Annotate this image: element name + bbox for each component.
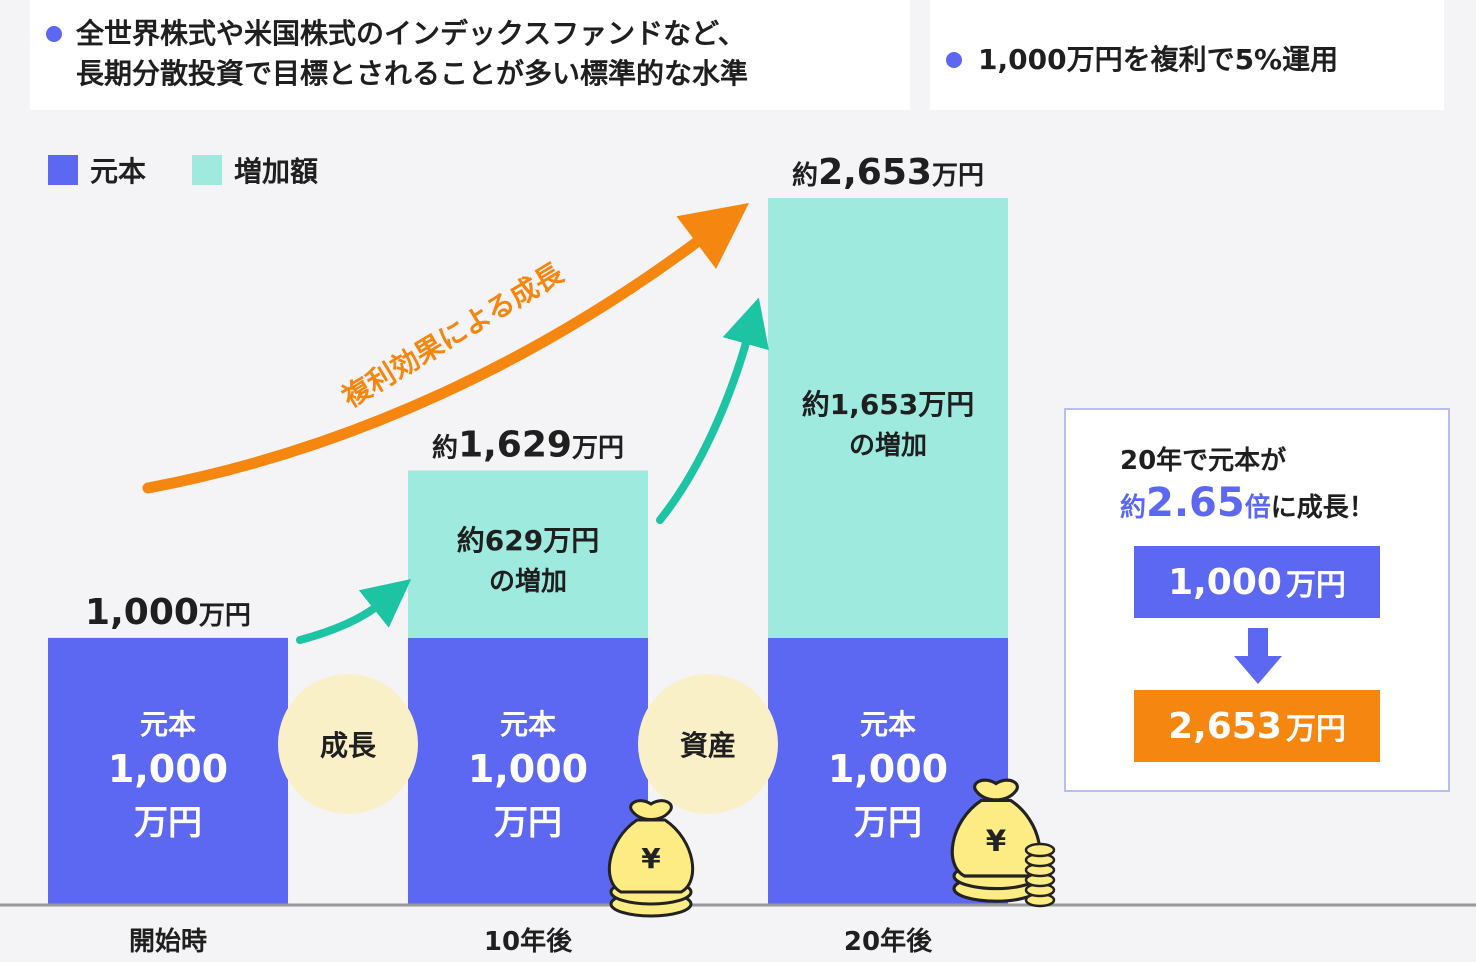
note-bullet-icon xyxy=(946,52,962,68)
principal-label-line1: 元本 xyxy=(140,708,196,741)
summary-line2: 約2.65倍に成長！ xyxy=(1120,480,1375,526)
summary-to-box: 2,653 万円 xyxy=(1134,690,1380,762)
note-bullet-icon xyxy=(46,26,62,42)
summary-prefix: 約 xyxy=(1120,493,1147,523)
between-label-1: 資産 xyxy=(680,729,736,762)
principal-label-line2: 1,000 xyxy=(108,747,228,791)
bar-principal-0 xyxy=(48,637,288,904)
increase-label-line2: の増加 xyxy=(849,431,927,461)
total-label-2: 約2,653万円 xyxy=(792,152,984,193)
down-arrow-icon xyxy=(1234,628,1282,684)
bar-principal-1 xyxy=(408,637,648,904)
legend-swatch-principal xyxy=(48,155,78,185)
summary-from-unit: 万円 xyxy=(1285,568,1346,603)
note-left-panel: 全世界株式や米国株式のインデックスファンドなど、 長期分散投資で目標とされること… xyxy=(30,0,910,110)
summary-panel: 20年で元本が 約2.65倍に成長！ 1,000 万円 2,653 万円 xyxy=(1064,408,1450,792)
summary-line1: 20年で元本が xyxy=(1120,446,1287,476)
bar-increase-1 xyxy=(408,470,648,638)
category-label-2: 20年後 xyxy=(844,926,933,957)
bar-increase-2 xyxy=(768,198,1008,638)
category-label-1: 10年後 xyxy=(484,926,573,957)
principal-label-line2: 1,000 xyxy=(468,747,588,791)
between-circle-1 xyxy=(638,674,778,814)
principal-label-line2: 1,000 xyxy=(828,747,948,791)
note-left-line1: 全世界株式や米国株式のインデックスファンドなど、 xyxy=(76,17,746,50)
growth-arrow-teal-1 xyxy=(296,579,412,644)
principal-label-line1: 元本 xyxy=(860,708,916,741)
summary-from-box: 1,000 万円 xyxy=(1134,546,1380,618)
legend-swatch-increase xyxy=(192,155,223,185)
summary-suffix: に成長！ xyxy=(1270,493,1375,523)
summary-to-value: 2,653 xyxy=(1168,705,1282,747)
summary-multiple-unit: 倍 xyxy=(1244,493,1271,523)
legend-label-increase: 増加額 xyxy=(234,155,319,188)
category-label-0: 開始時 xyxy=(129,927,207,957)
summary-from-value: 1,000 xyxy=(1168,561,1282,603)
between-circle-0 xyxy=(278,674,418,814)
summary-to-unit: 万円 xyxy=(1285,712,1346,747)
growth-arrow-teal-2 xyxy=(656,297,769,524)
principal-label-line3: 万円 xyxy=(494,803,562,843)
principal-label-line3: 万円 xyxy=(134,803,202,843)
total-label-0: 1,000万円 xyxy=(85,592,251,633)
money-bag-icon: ¥ xyxy=(950,778,1042,903)
principal-label-line3: 万円 xyxy=(854,803,922,843)
chart-legend: 元本 増加額 xyxy=(48,150,364,190)
note-right-panel: 1,000万円を複利で5%運用 xyxy=(930,0,1444,110)
coin-stack-icon xyxy=(1024,842,1056,858)
note-right-text: 1,000万円を複利で5%運用 xyxy=(978,43,1339,76)
money-bag-icon: ¥ xyxy=(607,799,695,918)
total-label-1: 約1,629万円 xyxy=(432,425,624,466)
between-label-0: 成長 xyxy=(320,729,377,762)
principal-label-line1: 元本 xyxy=(500,708,556,741)
svg-text:¥: ¥ xyxy=(641,842,661,875)
svg-text:¥: ¥ xyxy=(986,824,1007,858)
increase-label-line1: 約629万円 xyxy=(457,524,599,557)
increase-label-line1: 約1,653万円 xyxy=(802,388,975,421)
compound-arrow-orange xyxy=(142,202,749,494)
legend-label-principal: 元本 xyxy=(90,155,147,188)
summary-multiple: 2.65 xyxy=(1146,480,1245,526)
increase-label-line2: の増加 xyxy=(489,567,567,597)
note-left-line2: 長期分散投資で目標とされることが多い標準的な水準 xyxy=(76,57,749,90)
